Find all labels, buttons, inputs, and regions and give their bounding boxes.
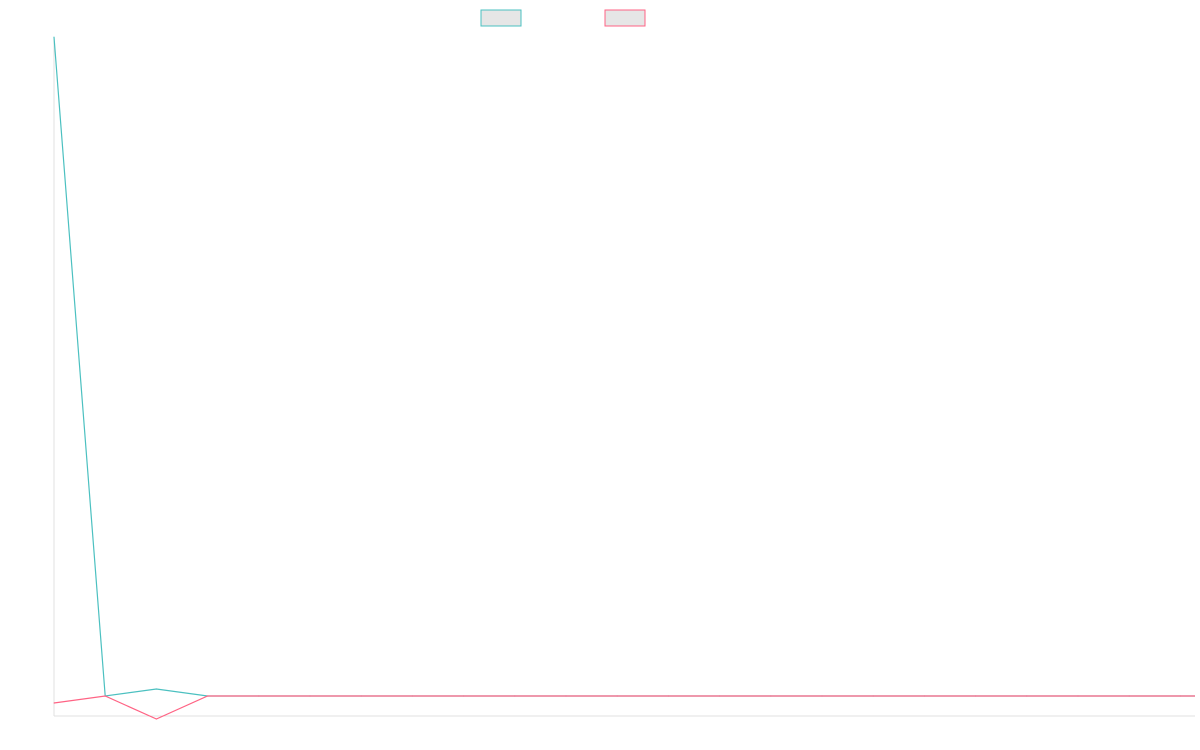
series-2-point-1[interactable] (104, 695, 106, 697)
series-2-point-16[interactable] (872, 695, 874, 697)
series-2-point-20[interactable] (1077, 695, 1079, 697)
series-1-point-0[interactable] (53, 36, 55, 38)
series-2-point-21[interactable] (1128, 695, 1130, 697)
series-2-point-19[interactable] (1026, 695, 1028, 697)
series-1-point-2[interactable] (155, 688, 157, 690)
series-2-point-7[interactable] (411, 695, 413, 697)
series-2-point-6[interactable] (360, 695, 362, 697)
series-line-2 (53, 695, 1195, 720)
series-2-point-13[interactable] (719, 695, 721, 697)
series-2-point-9[interactable] (514, 695, 516, 697)
series-2-point-0[interactable] (53, 702, 55, 704)
series-2-point-8[interactable] (463, 695, 465, 697)
series-2-point-12[interactable] (667, 695, 670, 697)
series-2-point-2[interactable] (155, 718, 157, 720)
series-2-point-4[interactable] (258, 695, 260, 697)
legend (480, 9, 646, 27)
axes (53, 37, 1195, 717)
series-2-point-18[interactable] (975, 695, 977, 697)
series-2-point-22[interactable] (1179, 695, 1181, 697)
series-2-point-17[interactable] (923, 695, 926, 697)
legend-swatch-2[interactable] (604, 9, 646, 27)
series-2-point-11[interactable] (616, 695, 618, 697)
legend-swatch-1[interactable] (480, 9, 522, 27)
series-line-1 (53, 36, 1195, 697)
series-2-point-10[interactable] (565, 695, 567, 697)
series-2-point-3[interactable] (207, 695, 209, 697)
series-2-point-5[interactable] (309, 695, 311, 697)
series-2-point-14[interactable] (770, 695, 772, 697)
series-2-point-15[interactable] (821, 695, 823, 697)
series-layer (53, 36, 1195, 720)
